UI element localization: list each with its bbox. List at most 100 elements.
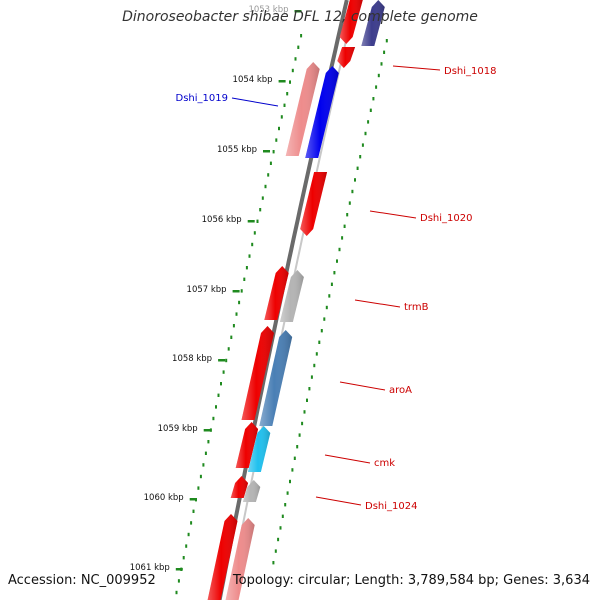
ruler-dot bbox=[343, 224, 346, 228]
map-title: Dinoroseobacter shibae DFL 12, complete … bbox=[122, 9, 478, 25]
ruler-dot bbox=[248, 254, 251, 258]
ruler-tick bbox=[189, 498, 197, 501]
gene-label-leader bbox=[231, 97, 279, 107]
ruler-dot bbox=[199, 474, 202, 479]
ruler-dot bbox=[284, 503, 287, 507]
ruler-dot bbox=[281, 514, 284, 518]
ruler-dot bbox=[333, 271, 336, 275]
ruler-dot bbox=[202, 463, 205, 467]
ruler-dot bbox=[364, 131, 367, 136]
gene-label-leader bbox=[339, 381, 386, 391]
ruler-dot bbox=[192, 509, 195, 513]
ruler-dot bbox=[369, 108, 372, 112]
ruler-tick-label: 1060 kbp bbox=[144, 493, 184, 503]
ruler-dot bbox=[351, 189, 354, 194]
ruler-dot bbox=[222, 370, 225, 374]
gene-label-dshi_1019[interactable]: Dshi_1019 bbox=[176, 93, 228, 104]
ruler-dot bbox=[269, 161, 272, 165]
ruler-dot bbox=[280, 115, 283, 119]
gene-shading bbox=[361, 0, 385, 46]
ruler-dot bbox=[296, 445, 299, 449]
gene-label-dshi_1020[interactable]: Dshi_1020 bbox=[420, 213, 472, 224]
ruler-tick bbox=[294, 10, 302, 13]
ruler-tick-label: 1058 kbp bbox=[172, 354, 212, 364]
ruler-dot bbox=[278, 126, 280, 131]
ruler-dot bbox=[187, 532, 190, 537]
ruler-dot bbox=[177, 579, 180, 583]
ruler-dot bbox=[232, 324, 235, 328]
gene-label-leader bbox=[315, 496, 362, 506]
gene-shading bbox=[230, 476, 249, 498]
ruler-dot bbox=[298, 433, 301, 437]
gene-shading bbox=[339, 0, 363, 44]
ruler-dot bbox=[207, 440, 210, 444]
ruler-dot bbox=[383, 50, 386, 54]
gene-shading bbox=[285, 62, 320, 156]
accession-text: Accession: NC_009952 bbox=[8, 573, 156, 588]
ruler-dot bbox=[197, 486, 200, 490]
ruler-dot bbox=[283, 103, 286, 107]
ruler-tick bbox=[263, 150, 270, 153]
ruler-dot bbox=[220, 382, 222, 386]
ruler-dot bbox=[286, 92, 289, 96]
gene-label-dshi_1024[interactable]: Dshi_1024 bbox=[365, 501, 417, 512]
ruler-dot bbox=[330, 282, 333, 286]
ruler-dot bbox=[238, 300, 241, 305]
gene-label-leader bbox=[324, 454, 371, 464]
ruler-tick bbox=[278, 80, 286, 83]
ruler-dot bbox=[338, 247, 341, 252]
gene-shading bbox=[242, 480, 261, 502]
gene-shading bbox=[241, 326, 274, 420]
ruler-dot bbox=[346, 213, 349, 217]
ruler-dot bbox=[372, 97, 375, 101]
ruler-tick-label: 1059 kbp bbox=[158, 424, 198, 434]
ruler-dot bbox=[212, 416, 215, 421]
ruler-dot bbox=[289, 80, 291, 84]
ruler-tick bbox=[175, 568, 183, 571]
ruler-dot bbox=[313, 363, 316, 368]
ruler-dot bbox=[301, 421, 304, 426]
gene-shading bbox=[305, 66, 339, 158]
ruler-dot bbox=[215, 405, 217, 409]
ruler-dot bbox=[274, 549, 277, 553]
genome-summary-text: Topology: circular; Length: 3,789,584 bp… bbox=[232, 573, 590, 588]
ruler-dot bbox=[318, 340, 321, 344]
ruler-dot bbox=[320, 329, 323, 333]
ruler-tick-label: 1057 kbp bbox=[187, 285, 227, 295]
ruler-dot bbox=[209, 428, 212, 432]
ruler-dot bbox=[300, 34, 303, 38]
ruler-dot bbox=[267, 173, 270, 177]
ruler-dot bbox=[175, 590, 178, 595]
ruler-dot bbox=[190, 521, 193, 525]
ruler-dot bbox=[328, 294, 331, 298]
gene-shading bbox=[300, 172, 328, 236]
ruler-dot bbox=[227, 347, 230, 351]
gene-label-cmk[interactable]: cmk bbox=[374, 458, 395, 469]
ruler-tick-label: 1054 kbp bbox=[233, 75, 273, 85]
gene-label-trmb[interactable]: trmB bbox=[404, 302, 429, 313]
gene-label-leader bbox=[369, 210, 417, 219]
ruler-dot bbox=[245, 266, 248, 270]
ruler-dot bbox=[341, 236, 344, 240]
gene-shading bbox=[225, 518, 255, 600]
ruler-dot bbox=[377, 73, 380, 78]
ruler-dot bbox=[385, 39, 388, 43]
ruler-dot bbox=[253, 231, 256, 235]
ruler-dot bbox=[289, 479, 291, 484]
ruler-dot bbox=[217, 393, 220, 397]
ruler-dot bbox=[375, 85, 378, 89]
gene-shading bbox=[279, 270, 304, 322]
ruler-dot bbox=[256, 219, 259, 223]
ruler-dot bbox=[185, 544, 188, 548]
ruler-dot bbox=[291, 468, 294, 472]
gene-label-aroa[interactable]: aroA bbox=[389, 385, 412, 396]
ruler-dot bbox=[306, 398, 308, 402]
ruler-dot bbox=[251, 242, 254, 247]
ruler-dot bbox=[264, 184, 267, 189]
ruler-tick bbox=[232, 290, 240, 293]
ruler-dot bbox=[275, 138, 278, 142]
ruler-dot bbox=[293, 456, 296, 460]
gene-label-dshi_1018[interactable]: Dshi_1018 bbox=[444, 66, 496, 77]
